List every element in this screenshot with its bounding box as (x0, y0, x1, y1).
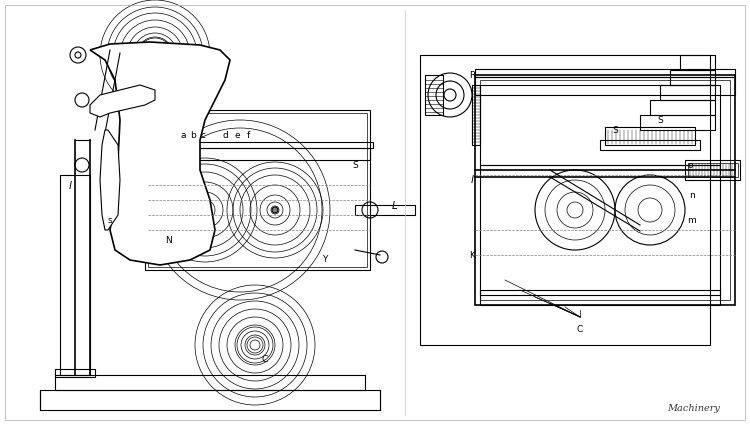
Text: e: e (234, 131, 240, 140)
Circle shape (202, 207, 208, 213)
Bar (480, 80, 730, 300)
Bar (150, 148, 370, 160)
Text: S: S (657, 116, 663, 125)
Text: a: a (180, 131, 186, 140)
Bar (55, 375, 365, 390)
Bar (355, 205, 415, 215)
Circle shape (272, 207, 278, 213)
Text: f: f (246, 131, 250, 140)
Text: N: N (165, 235, 171, 244)
Text: S: S (612, 125, 618, 134)
Bar (475, 69, 735, 77)
Bar (60, 175, 90, 375)
Bar (480, 85, 720, 165)
Text: S: S (352, 161, 358, 170)
Text: Machinery: Machinery (668, 404, 720, 413)
Bar (40, 390, 380, 410)
Bar (475, 75, 735, 305)
Bar (425, 75, 443, 115)
Text: n: n (689, 190, 694, 199)
Bar (420, 55, 710, 345)
Bar (480, 165, 720, 295)
Text: m: m (688, 215, 696, 224)
Bar (480, 290, 720, 305)
Bar (600, 140, 700, 150)
Bar (145, 110, 370, 270)
Bar (55, 369, 95, 377)
Polygon shape (100, 130, 120, 230)
Bar (688, 163, 738, 177)
Bar (472, 85, 480, 145)
Text: d: d (222, 131, 228, 140)
Text: C: C (577, 325, 584, 334)
Polygon shape (90, 85, 155, 117)
Bar (148, 113, 367, 267)
Bar (670, 70, 715, 85)
Bar (650, 100, 715, 115)
Bar (680, 55, 715, 70)
Bar (605, 127, 695, 145)
Bar (640, 115, 715, 130)
Bar (685, 160, 740, 180)
Text: b: b (190, 131, 196, 140)
Text: Y: Y (322, 255, 328, 264)
Bar (475, 77, 735, 95)
Bar (145, 142, 373, 148)
Text: o: o (687, 161, 693, 170)
Text: $L$: $L$ (392, 199, 398, 211)
Bar (660, 85, 715, 100)
Polygon shape (90, 42, 230, 265)
Text: C: C (262, 355, 268, 365)
Text: $l$: $l$ (68, 179, 73, 191)
Text: s: s (108, 215, 112, 224)
Text: l: l (470, 175, 473, 185)
Text: c: c (200, 131, 206, 140)
Circle shape (150, 50, 160, 60)
Text: K: K (469, 250, 475, 260)
Text: R: R (469, 71, 476, 80)
